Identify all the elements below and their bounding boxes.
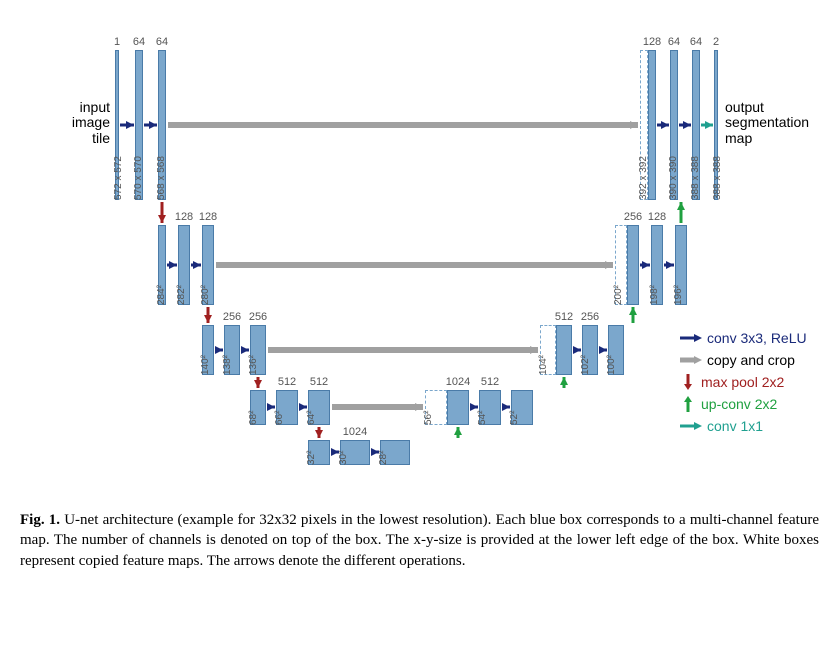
legend-conv1: conv 1x1 — [680, 418, 763, 434]
caption-text: U-net architecture (example for 32x32 pi… — [20, 512, 819, 569]
legend-pool: max pool 2x2 — [680, 374, 784, 390]
legend-conv: conv 3x3, ReLU — [680, 330, 807, 346]
unet-diagram: 1572 x 57264570 x 57064568 x 568284²1282… — [20, 20, 820, 500]
input-label: input image tile — [50, 100, 110, 146]
figure-caption: Fig. 1. U-net architecture (example for … — [20, 510, 819, 571]
legend-upconv: up-conv 2x2 — [680, 396, 777, 412]
legend-copy: copy and crop — [680, 352, 795, 368]
output-label: output segmentation map — [725, 100, 809, 146]
caption-prefix: Fig. 1. — [20, 512, 60, 528]
